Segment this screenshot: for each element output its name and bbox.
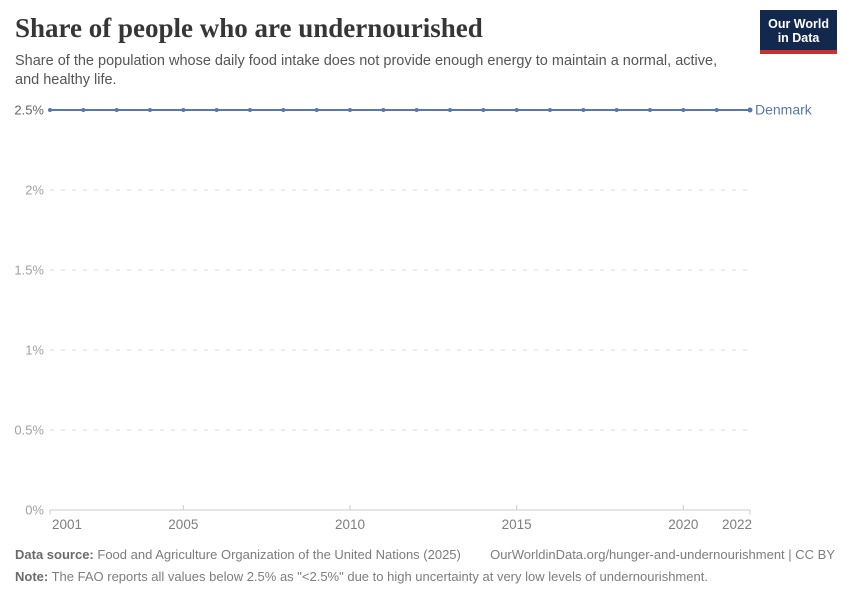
note-row: Note: The FAO reports all values below 2… (15, 569, 835, 584)
chart-subtitle: Share of the population whose daily food… (15, 52, 717, 90)
source-row: Data source: Food and Agriculture Organi… (15, 547, 835, 562)
series-label-denmark[interactable]: Denmark (755, 102, 813, 118)
data-point (314, 108, 319, 112)
data-source-label: Data source: (15, 547, 94, 562)
chart-footer: Data source: Food and Agriculture Organi… (15, 547, 835, 584)
owid-logo-line1: Our World (768, 17, 829, 31)
x-tick-label: 2022 (722, 517, 752, 532)
data-point (481, 108, 486, 112)
data-source-text: Food and Agriculture Organization of the… (97, 547, 461, 562)
x-tick-label: 2020 (668, 517, 698, 532)
data-point (514, 108, 519, 112)
y-tick-label: 0.5% (14, 423, 44, 438)
y-tick-label: 2% (25, 183, 44, 198)
x-tick-label: 2001 (52, 517, 82, 532)
y-tick-label: 0% (25, 503, 44, 518)
data-point (414, 108, 419, 112)
data-source: Data source: Food and Agriculture Organi… (15, 547, 461, 562)
data-point (48, 108, 52, 112)
data-point (348, 108, 352, 112)
data-point (681, 108, 686, 112)
x-tick-label: 2010 (335, 517, 365, 532)
x-tick-label: 2005 (168, 517, 198, 532)
data-point (148, 108, 152, 112)
data-point (581, 108, 586, 112)
data-point (248, 108, 252, 112)
data-point (548, 108, 552, 112)
chart-subtitle-line1: Share of the population whose daily food… (15, 53, 718, 69)
note-label: Note: (15, 569, 49, 584)
canonical-url[interactable]: OurWorldinData.org/hunger-and-undernouri… (490, 547, 835, 562)
chart-subtitle-line2: and healthy life. (15, 72, 117, 88)
data-point (381, 108, 386, 112)
data-point (281, 108, 286, 112)
data-point (648, 108, 652, 112)
page-title: Share of people who are undernourished (15, 13, 483, 43)
owid-logo-line2: in Data (777, 31, 820, 45)
data-point (214, 108, 219, 112)
data-point (81, 108, 86, 112)
x-tick-label: 2015 (502, 517, 532, 532)
owid-logo[interactable]: Our World in Data (760, 10, 837, 54)
data-point (614, 108, 619, 112)
note-text: The FAO reports all values below 2.5% as… (51, 569, 708, 584)
data-point (181, 108, 186, 112)
y-tick-label: 1% (25, 343, 44, 358)
data-point (114, 108, 119, 112)
y-tick-label: 1.5% (14, 263, 44, 278)
data-point (747, 107, 753, 113)
data-point (714, 108, 719, 112)
data-point (448, 108, 452, 112)
y-tick-label: 2.5% (14, 103, 44, 118)
